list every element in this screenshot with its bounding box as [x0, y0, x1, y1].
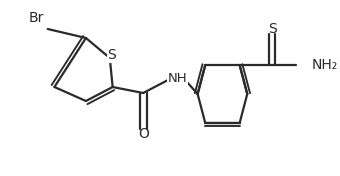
Text: S: S	[107, 48, 116, 62]
Text: NH₂: NH₂	[311, 58, 338, 72]
Text: Br: Br	[29, 11, 44, 25]
Text: S: S	[268, 22, 276, 36]
Text: NH: NH	[168, 71, 187, 84]
Text: O: O	[138, 127, 149, 141]
